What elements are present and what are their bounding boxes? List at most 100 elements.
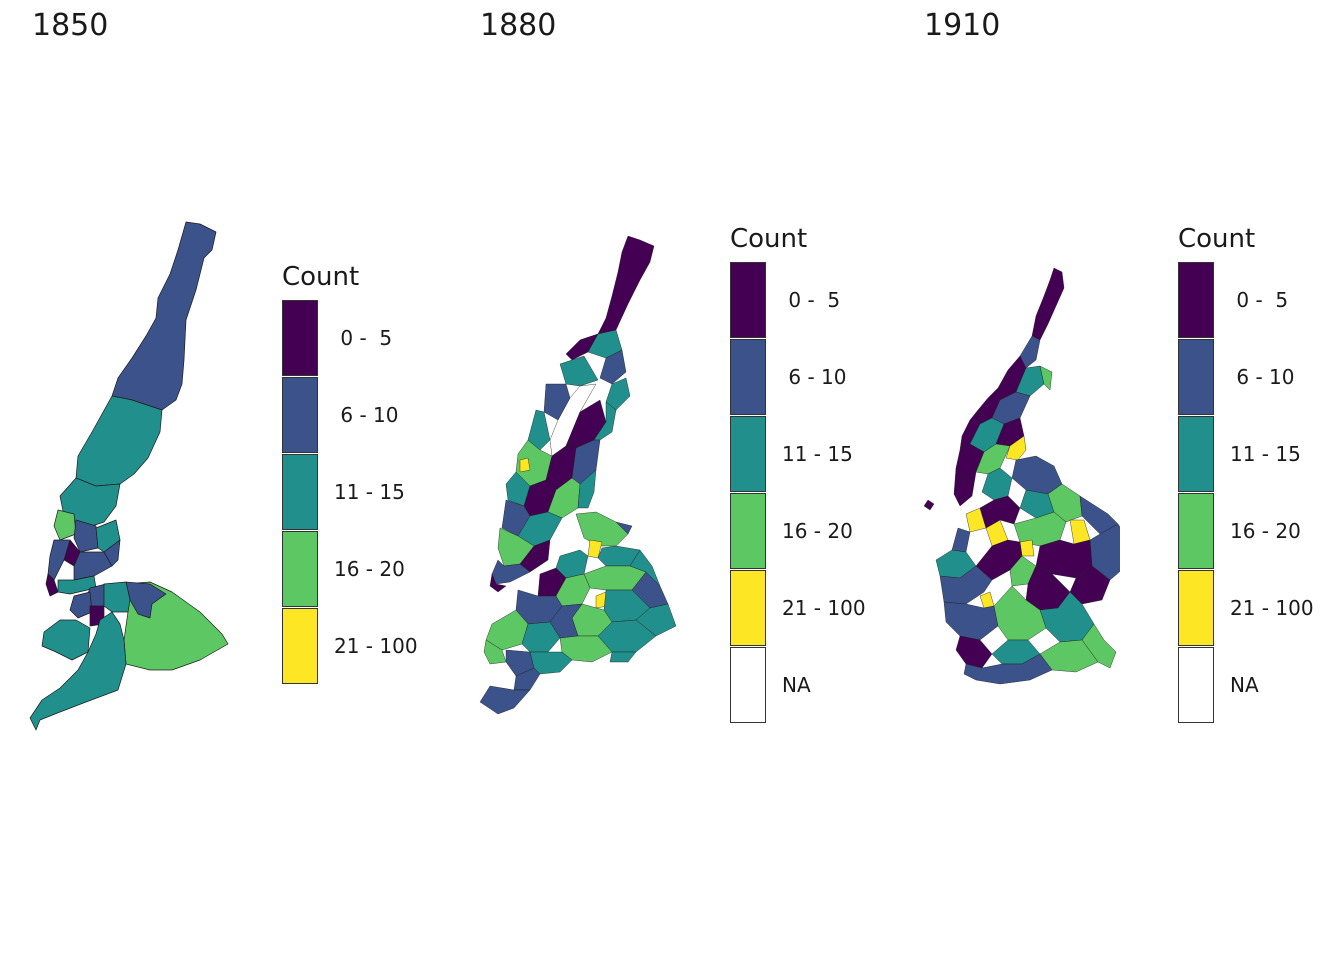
district-shape — [69, 591, 93, 619]
legend-swatch — [730, 647, 766, 723]
district-shape — [1019, 539, 1035, 557]
district-shape — [59, 477, 121, 529]
legend-label: 0 - 5 — [782, 288, 841, 312]
legend-item: 0 - 5 — [282, 300, 392, 377]
legend-item: 16 - 20 — [1178, 493, 1301, 570]
legend-label: 21 - 100 — [334, 634, 418, 658]
legend-label: 0 - 5 — [334, 326, 393, 350]
district-shape — [519, 457, 531, 473]
district-shape — [979, 495, 1021, 529]
legend-label: 16 - 20 — [782, 519, 853, 543]
legend-label: 6 - 10 — [334, 403, 399, 427]
district-shape — [565, 333, 599, 361]
district-shape — [543, 383, 571, 421]
district-shape — [505, 471, 531, 507]
legend-1850: Count 0 - 5 6 - 10 11 - 15 16 - 20 21 - … — [282, 262, 418, 685]
legend-item: 6 - 10 — [730, 339, 846, 416]
legend-title: Count — [1178, 224, 1256, 254]
district-shape — [483, 639, 507, 665]
legend-label: 6 - 10 — [1230, 365, 1295, 389]
district-shape — [111, 221, 217, 411]
legend-label: NA — [782, 673, 811, 697]
district-shape — [53, 509, 77, 541]
legend-swatch — [282, 454, 318, 530]
legend-label: 11 - 15 — [334, 480, 405, 504]
legend-label: NA — [1230, 673, 1259, 697]
district-shape — [1005, 435, 1027, 461]
district-shape — [73, 519, 99, 553]
district-shape — [45, 573, 59, 597]
legend-swatch — [730, 262, 766, 338]
district-shape — [609, 651, 637, 663]
district-shape — [527, 409, 551, 451]
district-shape — [605, 377, 631, 411]
legend-item: 21 - 100 — [730, 570, 866, 647]
legend-item: 21 - 100 — [282, 608, 418, 685]
legend-item: 11 - 15 — [1178, 416, 1301, 493]
district-shape — [1039, 365, 1053, 391]
district-shape — [575, 511, 629, 547]
legend-item: 6 - 10 — [282, 377, 398, 454]
legend-item: 0 - 5 — [730, 262, 840, 339]
map-panel-1850: 1850 Count 0 - 5 6 - — [0, 0, 448, 960]
district-shape — [75, 395, 163, 487]
legend-title: Count — [730, 224, 808, 254]
district-shape — [979, 591, 995, 609]
district-shape — [963, 653, 1053, 685]
legend-label: 16 - 20 — [1230, 519, 1301, 543]
legend-item: 11 - 15 — [730, 416, 853, 493]
legend-swatch — [282, 531, 318, 607]
district-shape — [489, 573, 507, 593]
legend-swatch — [1178, 262, 1214, 338]
legend-label: 11 - 15 — [782, 442, 853, 466]
legend-label: 21 - 100 — [782, 596, 866, 620]
legend-item: 16 - 20 — [282, 531, 405, 608]
choropleth-map-1910 — [923, 267, 1120, 685]
legend-1910: Count 0 - 5 6 - 10 11 - 15 16 - 20 21 - … — [1178, 224, 1314, 724]
choropleth-map-1880 — [479, 235, 677, 715]
legend-swatch — [1178, 416, 1214, 492]
legend-label: 6 - 10 — [782, 365, 847, 389]
district-shape — [29, 611, 127, 731]
legend-swatch — [1178, 570, 1214, 646]
district-shape — [1015, 365, 1045, 397]
choropleth-map-1850 — [29, 221, 229, 731]
district-shape — [519, 539, 551, 573]
district-shape — [1011, 455, 1063, 495]
panel-title: 1850 — [32, 8, 109, 43]
legend-item: 16 - 20 — [730, 493, 853, 570]
legend-swatch — [282, 300, 318, 376]
legend-swatch — [1178, 493, 1214, 569]
district-shape — [599, 349, 627, 385]
district-shape — [1019, 335, 1041, 369]
district-shape — [513, 667, 541, 691]
legend-item: 11 - 15 — [282, 454, 405, 531]
map-panel-1880: 1880 — [448, 0, 896, 960]
legend-swatch — [1178, 339, 1214, 415]
district-shape — [103, 581, 131, 613]
map-panel-1910: 1910 — [896, 0, 1344, 960]
district-shape — [41, 619, 91, 661]
district-shape — [1069, 519, 1091, 545]
district-shape — [125, 581, 167, 619]
legend-label: 21 - 100 — [1230, 596, 1314, 620]
district-shape — [975, 539, 1023, 581]
district-shape — [955, 635, 993, 669]
legend-item: NA — [1178, 647, 1259, 724]
legend-item: 21 - 100 — [1178, 570, 1314, 647]
legend-1880: Count 0 - 5 6 - 10 11 - 15 16 - 20 21 - … — [730, 224, 866, 724]
district-shape — [103, 539, 121, 567]
legend-swatch — [1178, 647, 1214, 723]
district-shape — [993, 585, 1047, 641]
legend-item: 0 - 5 — [1178, 262, 1288, 339]
panel-title: 1880 — [480, 8, 557, 43]
district-shape — [615, 521, 633, 535]
legend-swatch — [730, 416, 766, 492]
district-shape — [597, 235, 655, 341]
legend-swatch — [282, 608, 318, 684]
district-shape — [923, 499, 935, 511]
legend-title: Count — [282, 262, 360, 292]
district-shape — [943, 601, 999, 641]
legend-label: 16 - 20 — [334, 557, 405, 581]
legend-label: 0 - 5 — [1230, 288, 1289, 312]
